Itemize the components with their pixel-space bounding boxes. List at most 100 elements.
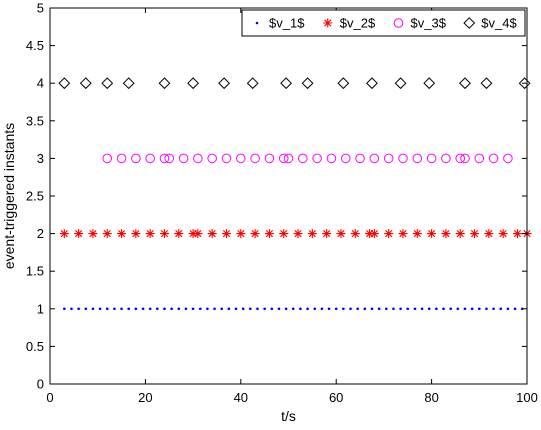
y-tick-label-9: 4 — [37, 76, 44, 91]
series-3-point-10 — [221, 153, 232, 164]
series-3-point-7 — [178, 153, 189, 164]
legend: $v_1$ $v_2$ $v_3$ $v_4$ — [241, 9, 526, 37]
series-4-point-3 — [101, 77, 114, 90]
series-3-point-5 — [159, 153, 170, 164]
series-3-point-23 — [398, 153, 408, 164]
series-2-point-29 — [441, 229, 451, 239]
series-2-point-5 — [117, 229, 127, 239]
series-3-point-27 — [455, 153, 466, 164]
series-1-point-32 — [284, 307, 288, 311]
series-1-point-27 — [249, 307, 252, 311]
series-1-point-19 — [191, 307, 195, 311]
series-2-point-7 — [145, 229, 155, 239]
series-4-point-12 — [366, 77, 378, 90]
series-1-point-47 — [392, 307, 395, 311]
series-1-point-5 — [91, 307, 95, 311]
series-3-point-24 — [412, 153, 423, 164]
series-3-point-31 — [503, 153, 513, 164]
y-tick-label-5: 2 — [37, 226, 44, 241]
series-2-point-11 — [193, 229, 203, 239]
series-2-point-2 — [74, 229, 84, 239]
y-tick-label-8: 3.5 — [26, 113, 44, 128]
series-2-point-22 — [350, 229, 360, 239]
series-1-point-52 — [427, 307, 431, 311]
series-4-point-9 — [280, 77, 293, 90]
series-3-point-26 — [441, 153, 451, 164]
series-1-point-7 — [105, 307, 109, 311]
series-2-point-14 — [236, 229, 246, 239]
series-1-point-10 — [127, 307, 131, 311]
series-2-point-30 — [455, 229, 465, 239]
legend-label-3: $v_3$ — [411, 16, 447, 31]
series-2-point-18 — [293, 229, 303, 239]
series-1-point-22 — [213, 307, 216, 311]
series-1-point-41 — [349, 307, 352, 311]
series-2-point-19 — [307, 229, 317, 239]
series-4-point-5 — [158, 77, 171, 90]
legend-label-1: $v_1$ — [269, 16, 305, 31]
series-2-point-4 — [102, 229, 112, 239]
series-3-point-13 — [264, 153, 275, 164]
series-1-point-48 — [399, 307, 402, 311]
series-1-point-6 — [98, 307, 102, 311]
series-3-point-25 — [426, 153, 437, 164]
y-axis-label: event-triggered instants — [1, 123, 17, 269]
series-1-point-9 — [120, 307, 123, 311]
series-4-point-2 — [79, 77, 92, 90]
series-2-point-3 — [88, 229, 98, 239]
series-1-point-43 — [363, 307, 367, 311]
series-1-point-37 — [320, 307, 324, 311]
series-1-point-16 — [170, 307, 173, 311]
series-1-point-26 — [241, 307, 245, 311]
series-3-point-16 — [298, 153, 308, 164]
series-4-point-16 — [480, 77, 493, 90]
series-3-point-15 — [283, 153, 294, 164]
y-tick-label-1: 0 — [37, 377, 44, 392]
legend-box — [241, 9, 526, 37]
series-3-point-19 — [340, 153, 351, 164]
series-1-point-24 — [227, 307, 231, 311]
series-4-point-14 — [423, 77, 436, 90]
legend-marker-4 — [463, 17, 476, 29]
series-3-point-2 — [116, 153, 127, 164]
series-1-point-25 — [234, 307, 238, 311]
series-2-point-32 — [484, 229, 494, 239]
x-tick-label-6: 100 — [516, 390, 538, 405]
x-tick-label-5: 80 — [424, 390, 438, 405]
series-1-point-55 — [449, 307, 452, 311]
series-2-point-34 — [512, 229, 522, 239]
series-1-point-21 — [206, 307, 209, 311]
plot-area-frame — [49, 7, 528, 385]
series-1-point-42 — [356, 307, 359, 311]
series-3-point-29 — [474, 153, 485, 164]
legend-marker-1 — [255, 21, 259, 25]
series-3-point-28 — [460, 153, 470, 164]
series-1-point-28 — [256, 307, 259, 311]
series-1-point-23 — [220, 307, 224, 311]
series-3-point-8 — [193, 153, 203, 164]
series-3-point-17 — [312, 153, 322, 164]
series-1-point-31 — [277, 307, 281, 311]
series-1-point-18 — [184, 307, 188, 311]
x-tick-label-3: 40 — [234, 390, 248, 405]
series-1-point-44 — [370, 307, 374, 311]
series-1-point-29 — [263, 307, 266, 311]
series-2-point-1 — [59, 229, 69, 239]
series-1-point-51 — [420, 307, 424, 311]
x-axis-label: t/s — [281, 408, 296, 424]
series-4-point-6 — [187, 77, 200, 90]
series-1-point-15 — [163, 307, 166, 311]
series-1-point-58 — [470, 307, 474, 311]
series-1-point-64 — [513, 307, 517, 311]
series-2-point-31 — [470, 229, 480, 239]
series-1-point-17 — [177, 307, 181, 311]
series-3-point-20 — [355, 153, 365, 164]
series-2-point-6 — [131, 229, 141, 239]
series-4-point-15 — [459, 77, 471, 90]
series-1-point-13 — [148, 307, 152, 311]
series-2-point-13 — [221, 229, 231, 239]
series-2-point-28 — [427, 229, 437, 239]
series-1-point-33 — [291, 307, 295, 311]
series-2-point-10 — [188, 229, 198, 239]
axis-ticks: 0 20 40 60 80 100 0 0.5 1 1.5 2 2.5 3 3.5 4 4.5 5 — [26, 1, 538, 406]
